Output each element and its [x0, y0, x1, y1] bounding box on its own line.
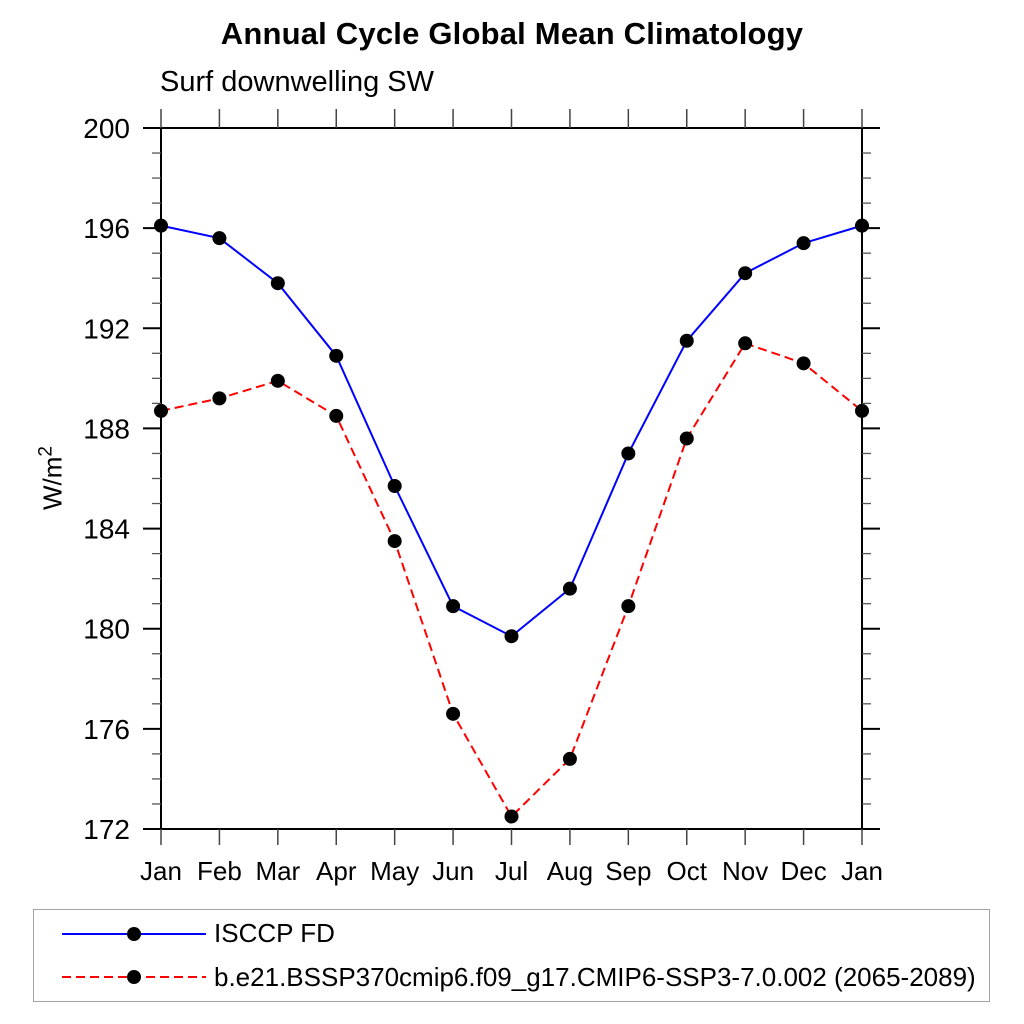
- chart-legend: ISCCP FD b.e21.BSSP370cmip6.f09_g17.CMIP…: [33, 909, 990, 1002]
- data-point: [387, 479, 402, 494]
- x-tick-label: Jul: [495, 856, 528, 886]
- y-tick-label: 184: [83, 514, 130, 545]
- legend-line-sample-dashed: [62, 970, 206, 985]
- data-point: [329, 348, 344, 363]
- data-point: [796, 236, 811, 251]
- legend-item-model: b.e21.BSSP370cmip6.f09_g17.CMIP6-SSP3-7.…: [58, 957, 989, 997]
- x-tick-label: Jan: [841, 856, 883, 886]
- x-tick-label: Mar: [255, 856, 300, 886]
- x-tick-label: Apr: [316, 856, 357, 886]
- legend-line-sample-solid: [62, 926, 206, 941]
- data-point: [446, 599, 461, 614]
- data-point: [679, 333, 694, 348]
- legend-sample-marker-icon: [127, 926, 141, 941]
- plot-frame: [160, 127, 863, 830]
- legend-label-isccp: ISCCP FD: [214, 918, 335, 949]
- y-tick-label: 188: [83, 413, 130, 444]
- data-point: [621, 599, 636, 614]
- data-point: [329, 408, 344, 423]
- x-tick-label: Sep: [605, 856, 651, 886]
- data-point: [504, 629, 519, 644]
- series-line-0: [160, 224, 863, 638]
- y-tick-label: 180: [83, 614, 130, 645]
- data-point: [270, 276, 285, 291]
- chart-title: Annual Cycle Global Mean Climatology: [220, 16, 804, 51]
- data-point: [679, 431, 694, 446]
- chart-subtitle: Surf downwelling SW: [160, 66, 434, 98]
- series-line-1: [160, 342, 863, 819]
- y-tick-label: 200: [83, 113, 130, 144]
- x-tick-label: Oct: [667, 856, 708, 886]
- x-tick-label: Feb: [197, 856, 242, 886]
- data-point: [738, 266, 753, 281]
- data-point: [796, 356, 811, 371]
- data-point: [387, 534, 402, 549]
- legend-sample-marker-icon: [127, 970, 141, 985]
- data-point: [562, 751, 577, 766]
- x-tick-label: May: [370, 856, 419, 886]
- x-tick-label: Jun: [432, 856, 474, 886]
- data-point: [738, 336, 753, 351]
- data-point: [270, 373, 285, 388]
- legend-item-isccp: ISCCP FD: [58, 914, 989, 954]
- x-tick-label: Jan: [140, 856, 182, 886]
- data-point: [855, 403, 869, 418]
- climatology-line-chart: 172 176 180 184 188 192 196 200 Jan Feb Mar Apr May J…: [83, 109, 883, 886]
- y-tick-label: 172: [83, 814, 130, 845]
- y-tick-label: 196: [83, 213, 130, 244]
- data-point: [504, 809, 519, 824]
- data-point: [621, 446, 636, 461]
- data-point: [855, 218, 869, 233]
- data-point: [154, 218, 168, 233]
- data-point: [212, 391, 227, 406]
- x-tick-label: Dec: [780, 856, 826, 886]
- y-tick-label: 192: [83, 313, 130, 344]
- data-point: [212, 231, 227, 246]
- x-tick-label: Nov: [722, 856, 768, 886]
- legend-label-model: b.e21.BSSP370cmip6.f09_g17.CMIP6-SSP3-7.…: [214, 961, 976, 992]
- data-point: [446, 706, 461, 721]
- data-point: [562, 581, 577, 596]
- y-tick-label: 176: [83, 714, 130, 745]
- data-point: [154, 403, 168, 418]
- x-tick-label: Aug: [547, 856, 593, 886]
